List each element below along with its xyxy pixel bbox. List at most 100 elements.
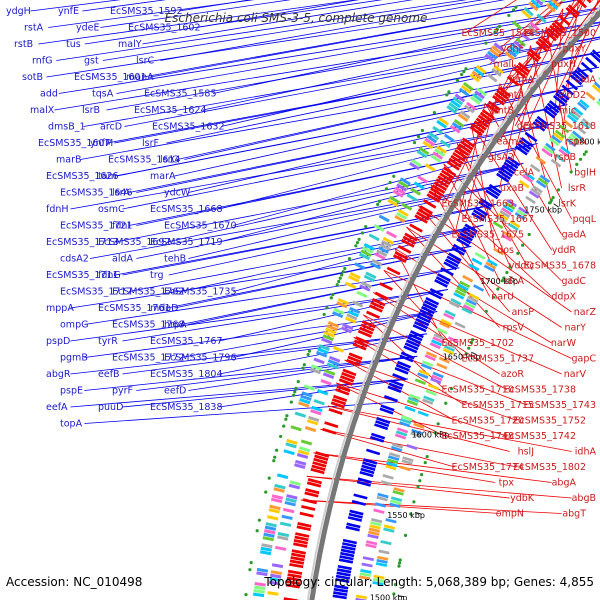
label-connector-reverse — [499, 83, 572, 220]
cog-track-mark — [411, 428, 423, 435]
cog-track-mark — [297, 449, 310, 456]
cog-track-mark — [550, 0, 561, 8]
cog-track-mark — [392, 189, 404, 198]
cog-track-mark — [263, 532, 275, 538]
ring-dot — [282, 424, 286, 428]
cog-track-mark — [396, 211, 408, 220]
cog-track-mark — [426, 134, 438, 144]
cog-track-mark — [459, 280, 471, 289]
reverse-gene-mark — [446, 160, 460, 171]
forward-gene-mark — [397, 360, 412, 369]
cog-track-mark — [560, 145, 571, 155]
reverse-gene-mark — [386, 266, 401, 276]
cog-track-mark — [527, 24, 538, 34]
cog-track-mark — [506, 198, 518, 208]
cog-track-mark — [432, 125, 444, 135]
forward-gene-mark — [369, 435, 385, 443]
kbp-tick — [471, 351, 477, 356]
ring-dot — [497, 24, 502, 29]
label-connector-forward — [84, 0, 383, 45]
reverse-gene-mark — [296, 525, 311, 532]
forward-gene-mark — [337, 564, 352, 571]
label-connector-forward — [102, 0, 485, 61]
cog-track-mark — [545, 142, 556, 152]
cog-track-mark — [492, 221, 504, 230]
cog-track-mark — [261, 543, 273, 549]
cog-track-mark — [522, 174, 534, 184]
gene-label-forward: marA — [150, 171, 176, 182]
gene-label-forward: EcSMS35_1713 — [46, 237, 119, 248]
ring-dot — [355, 240, 360, 245]
ring-dot — [397, 564, 401, 568]
label-connector-forward — [136, 143, 538, 226]
gene-label-forward: manA — [126, 72, 154, 83]
kbp-tick-label: 1550 kbp — [387, 511, 425, 520]
cog-track-mark — [283, 449, 295, 456]
label-connector-forward — [38, 0, 358, 45]
reverse-gene-mark — [306, 481, 322, 488]
cog-track-mark — [446, 105, 458, 114]
ring-dot — [419, 473, 424, 477]
cog-track-mark — [385, 518, 397, 524]
label-connector-forward — [115, 163, 524, 243]
cog-track-mark — [406, 443, 418, 450]
forward-gene-mark — [591, 49, 600, 59]
gene-label-forward: EcSMS35_1646 — [60, 188, 133, 199]
ring-dot — [575, 162, 579, 166]
map-title: Escherichia coli SMS-3-5, complete genom… — [165, 11, 428, 25]
cog-track-mark — [507, 222, 519, 231]
cog-track-mark — [560, 0, 566, 3]
cog-track-mark — [358, 252, 371, 261]
ring-dot — [436, 422, 440, 426]
gene-label-reverse: EcSMS35_1663 — [442, 199, 515, 210]
ring-dot — [335, 283, 339, 287]
reverse-gene-mark — [335, 388, 350, 396]
kbp-ticks: 1500 kbp 1550 kbp 1600 kbp 1650 kbp 1700 kbp… — [370, 138, 600, 600]
ring-dot — [244, 592, 248, 597]
cog-track-mark — [577, 101, 588, 111]
cog-track-mark — [439, 321, 451, 329]
cog-track-mark — [424, 354, 436, 362]
gene-label-reverse: EcSMS35_1742 — [504, 431, 577, 442]
forward-gene-mark — [440, 267, 454, 277]
ring-dot — [425, 455, 429, 459]
gene-label-forward: tehB — [164, 254, 186, 265]
cog-track-mark — [436, 119, 447, 129]
reverse-gene-mark — [492, 94, 505, 106]
cog-track-mark — [523, 6, 534, 17]
cog-track-mark — [545, 2, 556, 13]
reverse-gene-mark — [330, 401, 345, 409]
gene-label-reverse: hslJ — [518, 447, 534, 458]
gene-label-reverse: azoR — [501, 369, 525, 380]
ring-dot — [294, 386, 298, 391]
reverse-gene-mark — [366, 310, 380, 319]
reverse-gene-mark — [374, 291, 389, 301]
reverse-gene-mark — [322, 427, 337, 435]
forward-gene-mark — [379, 407, 394, 415]
label-connector-forward — [70, 333, 428, 375]
cog-track-mark — [300, 394, 312, 401]
cog-track-mark — [397, 180, 410, 189]
cog-track-mark — [518, 206, 529, 215]
reverse-gene-mark — [324, 421, 339, 429]
ring-dot — [578, 157, 583, 161]
gene-label-forward: dmsB_1 — [48, 122, 86, 133]
cog-track-mark — [402, 456, 414, 463]
gene-label-forward: abgR — [46, 369, 71, 380]
cog-track-mark — [359, 284, 371, 292]
reverse-gene-mark — [331, 398, 347, 406]
cog-track-mark — [407, 396, 420, 404]
gene-label-forward: tus — [66, 39, 81, 50]
cog-track-mark — [395, 430, 408, 437]
forward-gene-mark — [557, 89, 570, 101]
ring-dot — [496, 287, 500, 291]
label-connector-reverse — [306, 475, 510, 499]
gene-label-reverse: lsrR — [568, 183, 586, 194]
reverse-gene-mark — [428, 190, 442, 200]
gene-label-reverse: pntB — [492, 106, 514, 117]
cog-track-mark — [486, 50, 498, 60]
cog-track-mark — [445, 342, 457, 350]
cog-track-mark — [567, 135, 579, 145]
gene-label-forward: trg — [150, 270, 164, 281]
forward-gene-mark — [497, 169, 512, 180]
